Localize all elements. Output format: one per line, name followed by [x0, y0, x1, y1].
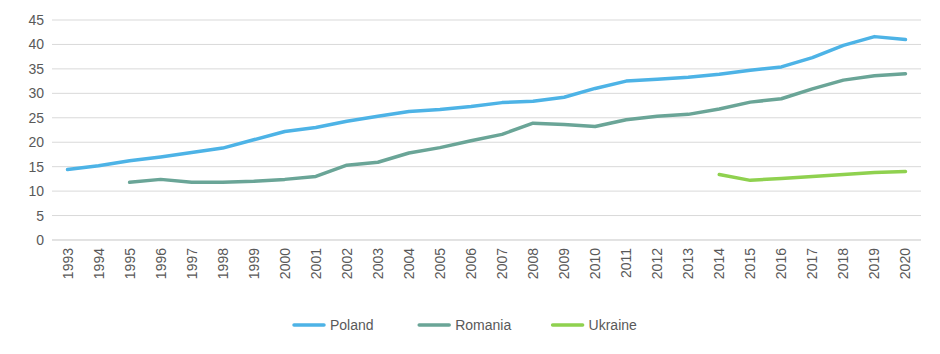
x-tick-label: 2000 — [277, 248, 293, 279]
x-tick-label: 2007 — [494, 248, 510, 279]
x-tick-label: 2016 — [773, 248, 789, 279]
x-tick-label: 2008 — [525, 248, 541, 279]
grid-line — [52, 93, 921, 94]
y-tick-label: 10 — [28, 183, 44, 199]
series-line — [719, 172, 905, 181]
x-tick-label: 2010 — [587, 248, 603, 279]
x-tick-label: 2006 — [463, 248, 479, 279]
x-tick-label: 2014 — [711, 248, 727, 279]
x-tick-label: 2004 — [401, 248, 417, 279]
y-tick-label: 35 — [28, 61, 44, 77]
y-tick-label: 40 — [28, 36, 44, 52]
x-tick-label: 1999 — [246, 248, 262, 279]
x-tick-label: 2017 — [804, 248, 820, 279]
x-tick-label: 2018 — [835, 248, 851, 279]
x-tick-label: 2015 — [742, 248, 758, 279]
chart: 0 5 10 15 20 25 30 35 40 45 1993 1994 1995 1996 1997 19… — [0, 0, 940, 354]
x-tick-label: 2013 — [680, 248, 696, 279]
x-axis-line — [52, 240, 921, 241]
x-tick-label: 2020 — [897, 248, 913, 279]
series-line — [68, 37, 906, 170]
legend-swatch — [419, 323, 449, 327]
grid-line — [52, 20, 921, 21]
y-tick-label: 25 — [28, 110, 44, 126]
x-tick-label: 2005 — [432, 248, 448, 279]
x-tick-label: 2009 — [556, 248, 572, 279]
series-line — [130, 74, 906, 183]
legend-swatch — [553, 323, 583, 327]
grid-line — [52, 117, 921, 118]
y-tick-label: 0 — [36, 232, 44, 248]
legend-label: Ukraine — [589, 317, 637, 333]
y-tick-label: 30 — [28, 85, 44, 101]
x-tick-label: 1997 — [184, 248, 200, 279]
x-tick-label: 1993 — [60, 248, 76, 279]
grid-line — [52, 240, 921, 241]
x-tick-label: 2012 — [649, 248, 665, 279]
grid-line — [52, 166, 921, 167]
x-tick-label: 2002 — [339, 248, 355, 279]
x-tick-label: 1996 — [153, 248, 169, 279]
legend-label: Romania — [455, 317, 511, 333]
grid-line — [52, 191, 921, 192]
legend-label: Poland — [330, 317, 374, 333]
y-tick-label: 20 — [28, 134, 44, 150]
x-tick-label: 2003 — [370, 248, 386, 279]
grid-line — [52, 142, 921, 143]
y-tick-label: 45 — [28, 12, 44, 28]
legend-swatch — [294, 323, 324, 327]
x-tick-label: 1995 — [122, 248, 138, 279]
grid-line — [52, 68, 921, 69]
grid-line — [52, 44, 921, 45]
y-tick-label: 15 — [28, 159, 44, 175]
y-tick-label: 5 — [36, 208, 44, 224]
x-tick-label: 2011 — [618, 248, 634, 278]
plot-area — [68, 37, 906, 183]
x-tick-label: 2001 — [308, 248, 324, 279]
grid-line — [52, 215, 921, 216]
x-tick-label: 2019 — [866, 248, 882, 279]
legend: Poland Romania Ukraine — [294, 317, 637, 333]
x-tick-label: 1998 — [215, 248, 231, 279]
x-tick-label: 1994 — [91, 248, 107, 279]
